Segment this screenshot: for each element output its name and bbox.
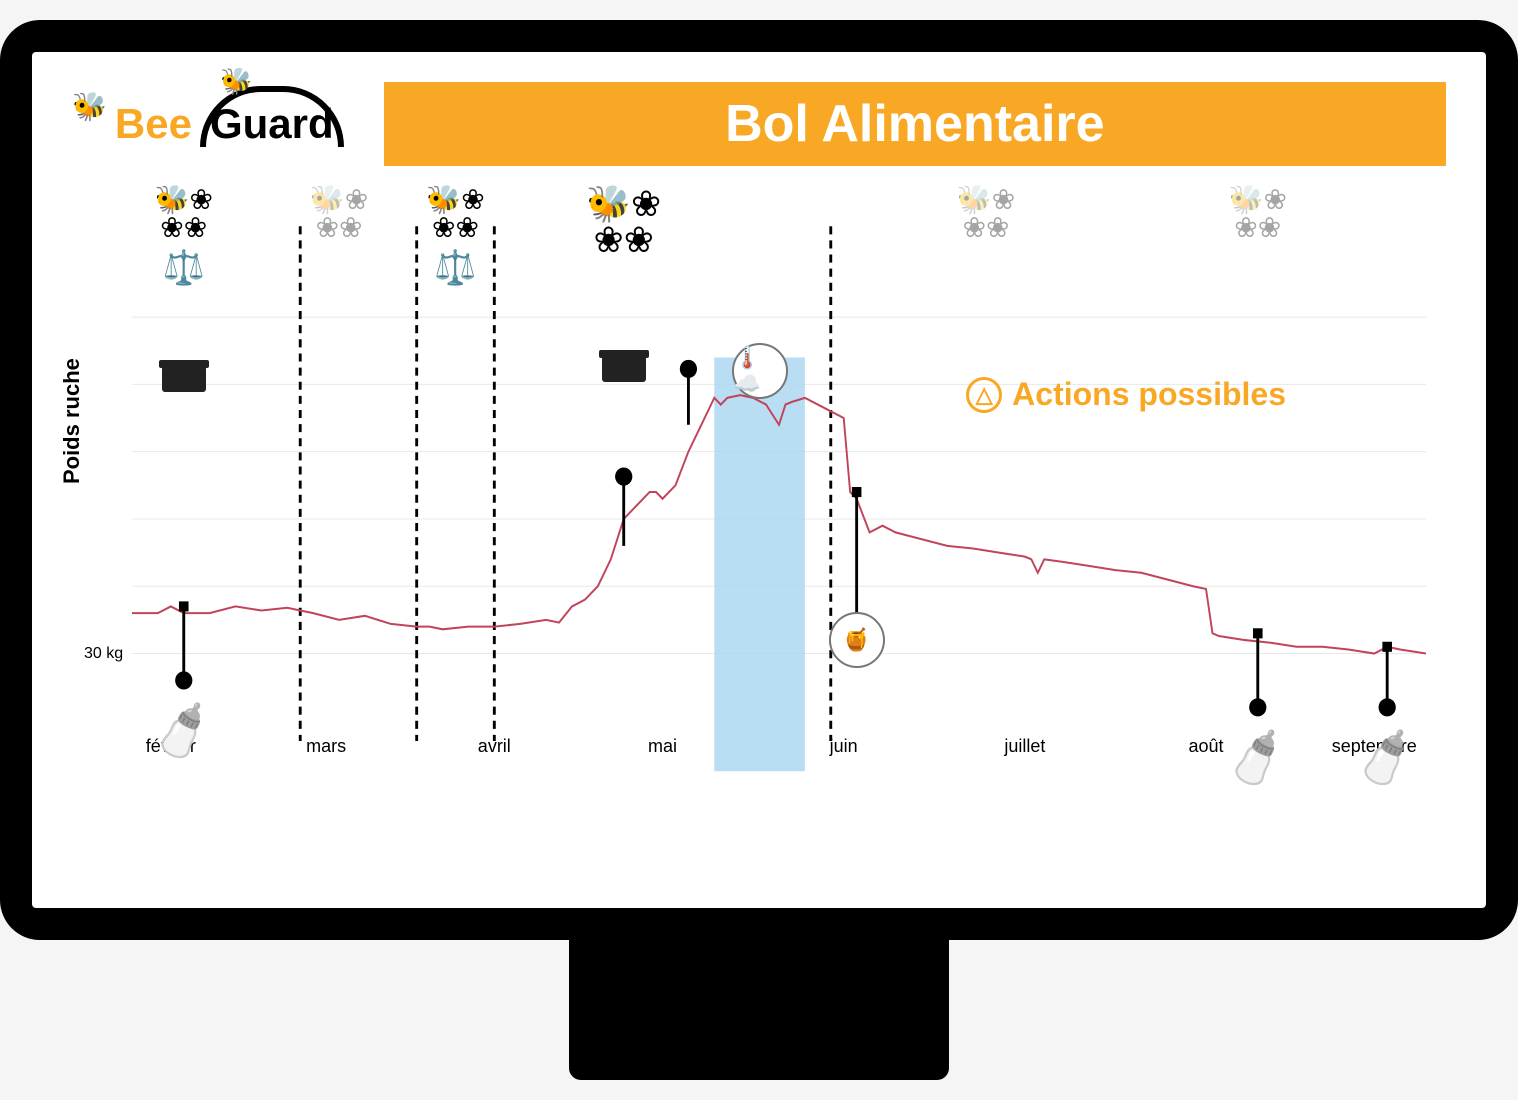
monitor-stand bbox=[569, 940, 949, 1080]
icon-cluster: 🐝❀❀❀ bbox=[586, 186, 661, 258]
icon-cluster: 🐝❀❀❀ bbox=[1229, 186, 1287, 242]
x-axis-label: avril bbox=[478, 736, 511, 757]
chart-canvas: 30 kgfévriermarsavrilmaijuinjuilletaoûts… bbox=[132, 196, 1426, 852]
icon-cluster: 🐝❀❀❀ bbox=[310, 186, 368, 242]
icon-cluster: 🐝❀❀❀ bbox=[957, 186, 1015, 242]
screen: 🐝 Bee🐝Guard Bol Alimentaire Poids ruche … bbox=[32, 52, 1486, 908]
box-icon bbox=[162, 366, 206, 392]
x-axis-label: juillet bbox=[1004, 736, 1045, 757]
bottle-icon: 🍼 bbox=[147, 698, 220, 769]
bottle-icon: 🍼 bbox=[1221, 724, 1294, 795]
chart-overlay: 30 kgfévriermarsavrilmaijuinjuilletaoûts… bbox=[132, 196, 1426, 852]
y-axis-label: Poids ruche bbox=[59, 358, 85, 484]
x-axis-label: août bbox=[1188, 736, 1223, 757]
box-icon bbox=[602, 356, 646, 382]
x-axis-label: mars bbox=[306, 736, 346, 757]
actions-text: Actions possibles bbox=[1012, 376, 1286, 413]
x-axis-label: juin bbox=[830, 736, 858, 757]
y-tick-label: 30 kg bbox=[84, 645, 123, 663]
logo-text-secondary: 🐝Guard bbox=[200, 100, 344, 148]
actions-possible-label: △ Actions possibles bbox=[966, 376, 1286, 413]
logo-text-primary: Bee bbox=[115, 100, 192, 148]
header: 🐝 Bee🐝Guard Bol Alimentaire bbox=[32, 52, 1486, 176]
circle-event-icon: 🍯 bbox=[829, 612, 885, 668]
alert-icon: △ bbox=[966, 377, 1002, 413]
monitor-frame: 🐝 Bee🐝Guard Bol Alimentaire Poids ruche … bbox=[0, 20, 1518, 940]
icon-cluster: 🐝❀❀❀⚖️ bbox=[426, 186, 484, 288]
icon-cluster: 🐝❀❀❀⚖️ bbox=[155, 186, 213, 288]
logo: 🐝 Bee🐝Guard bbox=[72, 100, 344, 148]
chart-area: Poids ruche 30 kgfévriermarsavrilmaijuin… bbox=[32, 176, 1486, 892]
x-axis-label: mai bbox=[648, 736, 677, 757]
logo-bee-icon: 🐝 bbox=[72, 90, 107, 123]
circle-event-icon: 🌡️☁️ bbox=[732, 343, 788, 399]
title-bar: Bol Alimentaire bbox=[384, 82, 1446, 166]
